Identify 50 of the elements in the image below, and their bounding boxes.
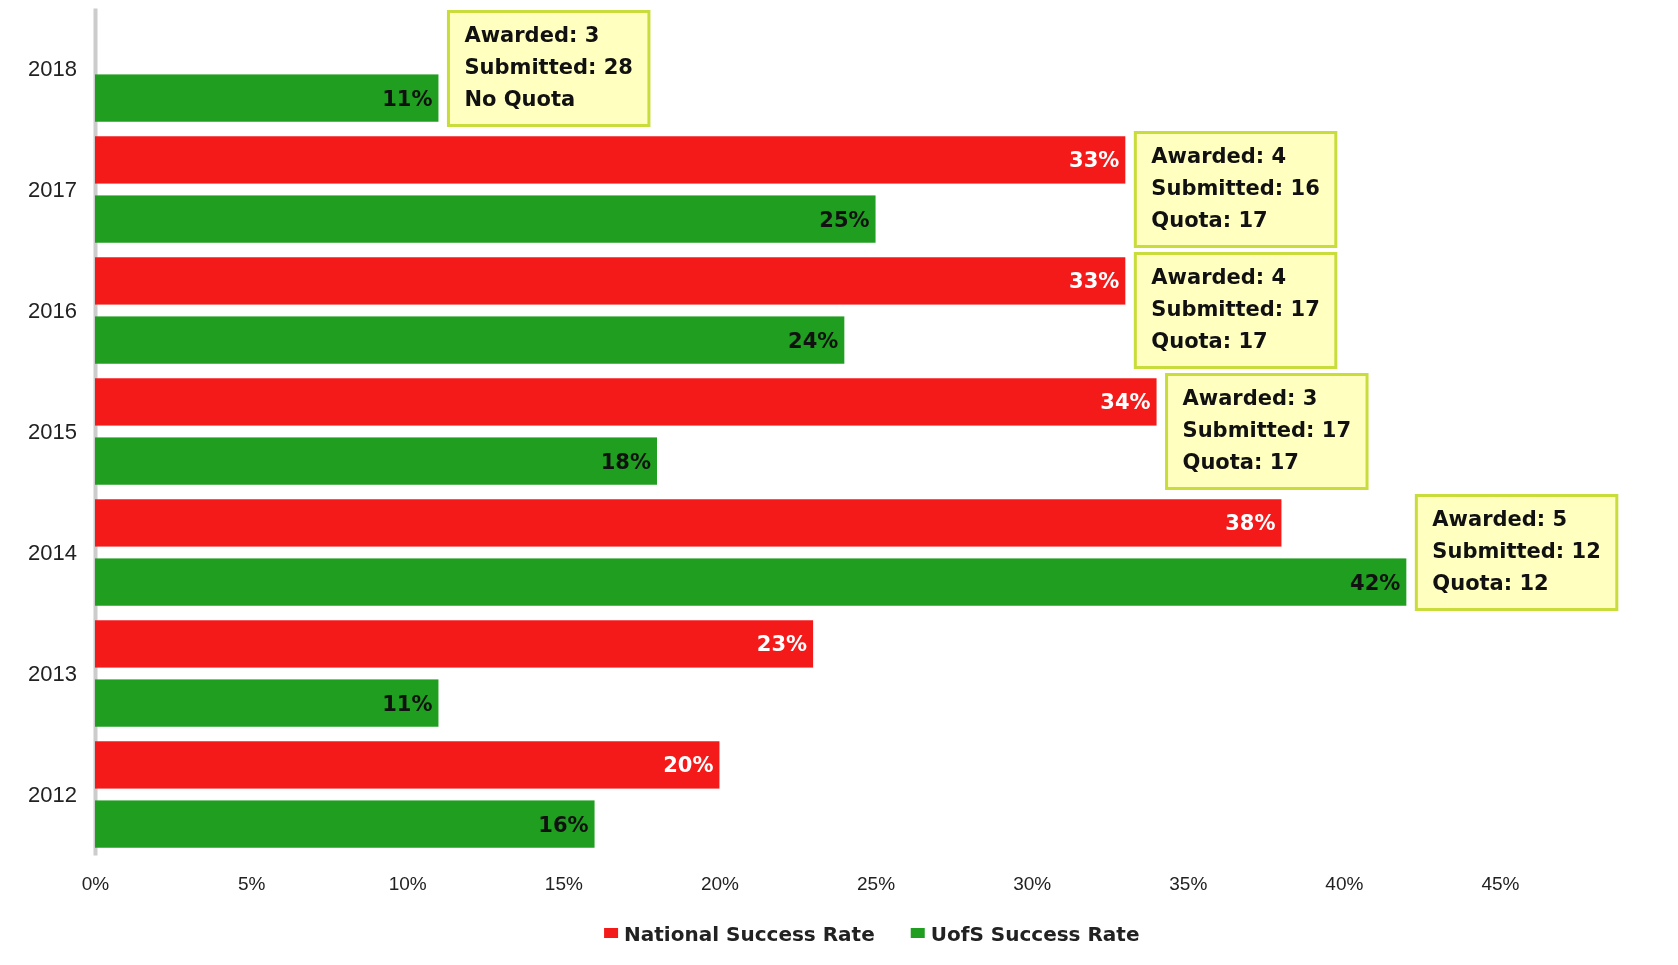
bar [95, 499, 1282, 547]
bar [95, 679, 439, 727]
x-tick-label: 30% [1013, 873, 1052, 895]
data-label: 25% [819, 207, 870, 232]
y-tick-label: 2014 [28, 539, 77, 565]
x-tick-label: 15% [544, 873, 583, 895]
x-tick-label: 10% [388, 873, 427, 895]
data-label: 38% [1225, 511, 1276, 536]
data-label: 24% [788, 328, 839, 353]
x-tick-label: 5% [237, 873, 266, 895]
legend-label: National Success Rate [624, 922, 875, 946]
bar [95, 136, 1126, 184]
bar [95, 620, 814, 668]
x-tick-label: 40% [1325, 873, 1364, 895]
data-label: 33% [1069, 148, 1120, 173]
data-label: 33% [1069, 269, 1120, 294]
bar [95, 316, 845, 364]
annotation: Awarded: 4 Submitted: 16 Quota: 17 [1151, 144, 1320, 233]
annotation: Awarded: 5 Submitted: 12 Quota: 12 [1432, 507, 1601, 596]
x-tick-label: 25% [857, 873, 896, 895]
y-tick-label: 2017 [28, 176, 77, 202]
data-label: 23% [756, 632, 808, 657]
data-label: 42% [1350, 570, 1401, 595]
bar [95, 195, 876, 243]
y-tick-label: 2018 [28, 55, 77, 81]
annotation: Awarded: 4 Submitted: 17 Quota: 17 [1151, 265, 1320, 354]
data-label: 11% [382, 86, 433, 111]
y-tick-label: 2012 [28, 781, 77, 807]
bar [95, 74, 439, 122]
legend-label: UofS Success Rate [930, 922, 1140, 946]
x-tick-label: 0% [81, 873, 110, 895]
data-label: 20% [663, 753, 714, 778]
x-tick-label: 45% [1481, 873, 1520, 895]
bar [95, 257, 1126, 305]
x-tick-label: 35% [1169, 873, 1208, 895]
annotation: Awarded: 3 Submitted: 17 Quota: 17 [1182, 386, 1352, 475]
y-tick-label: 2016 [28, 297, 77, 323]
annotation: Awarded: 3 Submitted: 28 No Quota [464, 23, 633, 112]
data-label: 18% [600, 449, 651, 474]
data-label: 34% [1100, 390, 1151, 415]
bar [95, 558, 1407, 606]
data-label: 16% [538, 812, 589, 837]
y-tick-label: 2015 [28, 418, 77, 444]
x-tick-label: 20% [700, 873, 740, 895]
data-label: 11% [382, 691, 433, 716]
bar [95, 378, 1157, 426]
bar [95, 800, 595, 848]
bar [95, 741, 720, 789]
y-tick-label: 2013 [28, 660, 77, 686]
bar [95, 437, 657, 485]
